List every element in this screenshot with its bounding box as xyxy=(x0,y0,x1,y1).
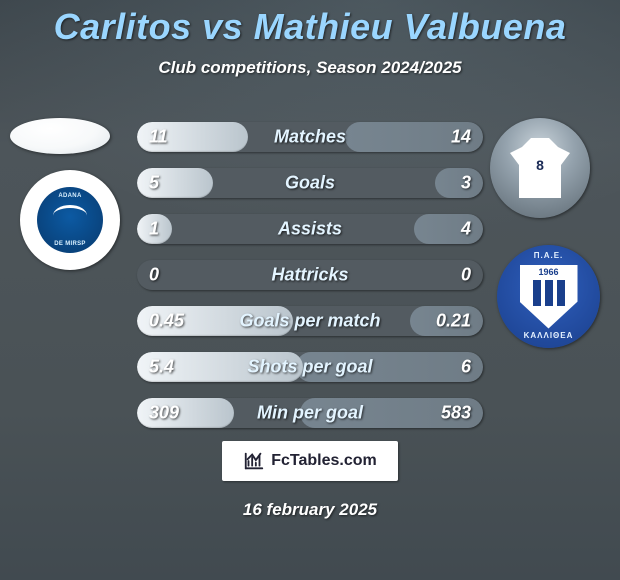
stat-row: Goals per match 0.45 0.21 xyxy=(137,306,483,336)
bar-right xyxy=(435,168,483,198)
brand-text: FcTables.com xyxy=(271,452,377,470)
player-avatar-right xyxy=(490,118,590,218)
club-right-year: 1966 xyxy=(538,267,558,277)
content-root: Carlitos vs Mathieu Valbuena Club compet… xyxy=(0,0,620,580)
stat-value-right: 0 xyxy=(461,265,471,286)
stat-row: Hattricks 0 0 xyxy=(137,260,483,290)
stat-value-left: 11 xyxy=(149,127,168,148)
stat-label: Goals xyxy=(285,173,335,194)
stat-row: Shots per goal 5.4 6 xyxy=(137,352,483,382)
stat-value-right: 583 xyxy=(441,403,471,424)
club-right-ring-bottom: ΚΑΛΛΙΘΕΑ xyxy=(524,331,574,340)
club-right-stripes xyxy=(545,280,553,306)
stat-label: Min per goal xyxy=(257,403,363,424)
stat-value-left: 5.4 xyxy=(149,357,174,378)
club-badge-right: Π.Α.Ε. 1966 ΚΑΛΛΙΘΕΑ xyxy=(497,245,600,348)
club-right-ring-top: Π.Α.Ε. xyxy=(534,251,564,260)
club-right-shield-icon: 1966 xyxy=(520,265,578,329)
stat-value-left: 5 xyxy=(149,173,159,194)
bar-right xyxy=(414,214,483,244)
club-badge-left: ADANA DE MIRSP xyxy=(20,170,120,270)
stat-value-left: 1 xyxy=(149,219,159,240)
stat-value-left: 309 xyxy=(149,403,179,424)
club-left-text-top: ADANA xyxy=(58,193,81,199)
date-text: 16 february 2025 xyxy=(243,500,377,520)
stat-value-left: 0.45 xyxy=(149,311,184,332)
subtitle: Club competitions, Season 2024/2025 xyxy=(0,58,620,78)
stat-label: Goals per match xyxy=(239,311,380,332)
stat-value-right: 0.21 xyxy=(436,311,471,332)
club-left-text-bottom: DE MIRSP xyxy=(54,241,85,247)
stat-label: Matches xyxy=(274,127,346,148)
brand-badge[interactable]: FcTables.com xyxy=(222,441,398,481)
stat-value-right: 6 xyxy=(461,357,471,378)
stat-label: Assists xyxy=(278,219,342,240)
stat-label: Shots per goal xyxy=(247,357,372,378)
stat-row: Min per goal 309 583 xyxy=(137,398,483,428)
stat-row: Assists 1 4 xyxy=(137,214,483,244)
stats-panel: Matches1114Goals53Assists14Hattricks00Go… xyxy=(137,122,483,444)
stat-value-right: 14 xyxy=(451,127,471,148)
stat-value-right: 3 xyxy=(461,173,471,194)
chart-icon xyxy=(243,450,265,472)
stat-value-right: 4 xyxy=(461,219,471,240)
stat-row: Matches 11 14 xyxy=(137,122,483,152)
jersey-icon xyxy=(510,138,570,198)
stat-label: Hattricks xyxy=(271,265,348,286)
page-title: Carlitos vs Mathieu Valbuena xyxy=(0,0,620,48)
player-avatar-left xyxy=(10,118,110,154)
club-badge-left-inner: ADANA DE MIRSP xyxy=(37,187,103,253)
stat-value-left: 0 xyxy=(149,265,159,286)
stat-row: Goals 5 3 xyxy=(137,168,483,198)
